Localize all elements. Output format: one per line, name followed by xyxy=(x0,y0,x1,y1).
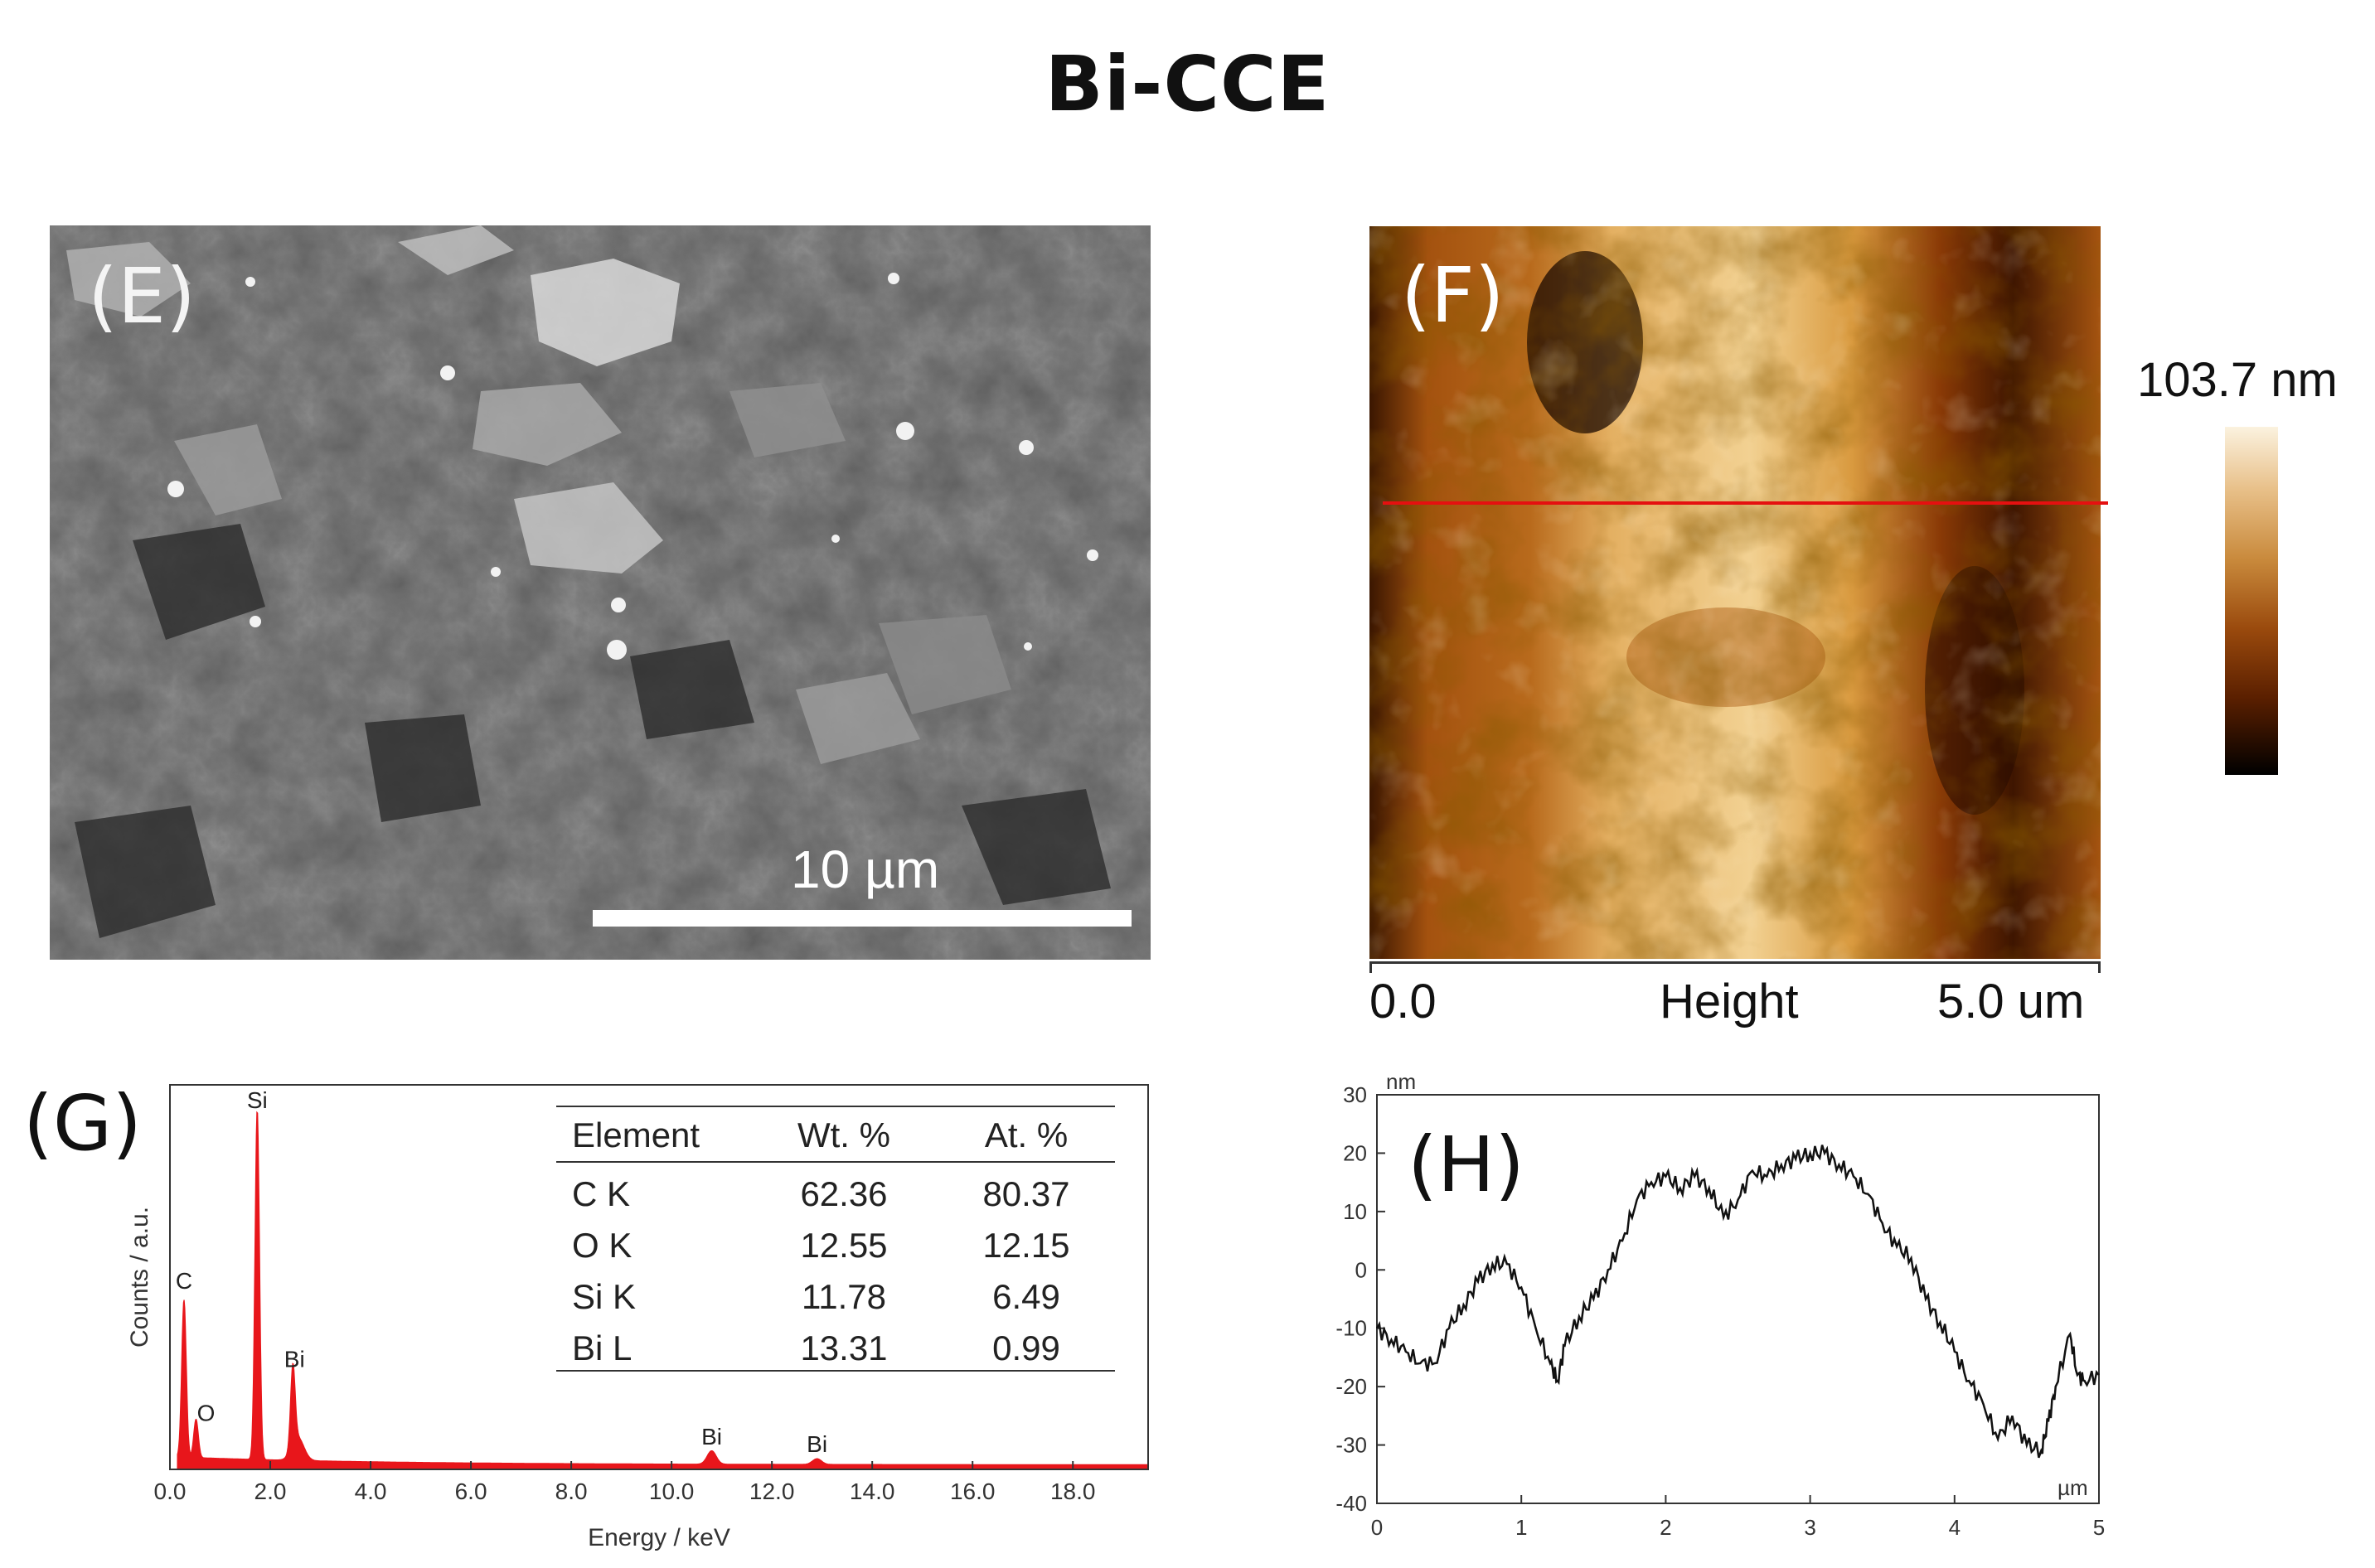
composition-table: Element Wt. % At. % C K 62.36 80.37 O K 12.55 12… xyxy=(556,1106,1115,1372)
eds-plot-frame xyxy=(169,1084,1149,1470)
eds-x-tick-label: 2.0 xyxy=(254,1478,287,1504)
table-cell: 11.78 xyxy=(802,1277,886,1316)
profile-y-tick-label: -40 xyxy=(1335,1491,1367,1516)
table-cell: O K xyxy=(572,1226,632,1265)
afm-height-map: (F) xyxy=(1369,226,2101,959)
profile-series-line xyxy=(1375,1145,2100,1459)
table-cell: 13.31 xyxy=(800,1328,887,1367)
colorbar xyxy=(2225,427,2278,775)
table-cell: 80.37 xyxy=(982,1174,1069,1213)
afm-axis-center-label: Height xyxy=(1660,975,1799,1028)
profile-x-tick-label: 1 xyxy=(1515,1515,1527,1540)
profile-x-tick-label: 2 xyxy=(1660,1515,1671,1540)
eds-spectrum-area xyxy=(177,1111,1149,1470)
sem-texture xyxy=(50,225,1151,960)
table-cell: C K xyxy=(572,1174,630,1213)
eds-x-tick-label: 12.0 xyxy=(749,1478,795,1504)
eds-x-tick-label: 6.0 xyxy=(455,1478,487,1504)
profile-x-tick-label: 5 xyxy=(2093,1515,2105,1540)
profile-x-tick-label: 4 xyxy=(1949,1515,1961,1540)
afm-scale-axis xyxy=(1369,961,2101,964)
table-cell: 12.55 xyxy=(800,1226,887,1265)
afm-axis-left-label: 0.0 xyxy=(1369,975,1437,1028)
panel-label-f: (F) xyxy=(1401,251,1505,340)
figure-title: Bi-CCE xyxy=(1045,40,1330,128)
profile-y-tick-label: 10 xyxy=(1343,1199,1367,1224)
afm-axis-right-label: 5.0 um xyxy=(1937,975,2085,1028)
table-cell: 6.49 xyxy=(992,1277,1060,1316)
table-cell: 62.36 xyxy=(800,1174,887,1213)
eds-x-tick-label: 10.0 xyxy=(649,1478,695,1504)
afm-axis-tick xyxy=(1369,961,1372,973)
eds-peak-label: Bi xyxy=(701,1424,722,1449)
profile-line xyxy=(1383,501,2108,505)
eds-peak-label: O xyxy=(197,1401,216,1426)
eds-x-axis-label: Energy / keV xyxy=(588,1524,730,1551)
eds-peak-label: Bi xyxy=(284,1347,305,1372)
table-cell: 0.99 xyxy=(992,1328,1060,1367)
profile-y-tick-label: 30 xyxy=(1343,1082,1367,1107)
eds-x-tick-label: 18.0 xyxy=(1050,1478,1096,1504)
eds-y-axis-label: Counts / a.u. xyxy=(126,1207,153,1348)
table-header-cell: At. % xyxy=(985,1116,1068,1154)
profile-x-tick-label: 0 xyxy=(1371,1515,1383,1540)
panel-label-e: (E) xyxy=(88,252,196,341)
panel-label-g: (G) xyxy=(23,1079,143,1168)
eds-peak-label: C xyxy=(176,1268,192,1294)
eds-peak-label: Si xyxy=(247,1087,268,1113)
colorbar-max-label: 103.7 nm xyxy=(2137,353,2338,407)
eds-x-tick-label: 4.0 xyxy=(355,1478,387,1504)
eds-spectrum-chart: C O Si Bi Bi Bi 0.0 2.0 4.0 6.0 8.0 10.0 12.0 14.0 16… xyxy=(126,1084,1149,1551)
eds-peak-label: Bi xyxy=(807,1431,827,1457)
profile-y-tick-label: 20 xyxy=(1343,1140,1367,1165)
table-cell: Si K xyxy=(572,1277,636,1316)
profile-y-tick-label: -20 xyxy=(1335,1374,1367,1399)
profile-plot-frame xyxy=(1376,1094,2100,1504)
eds-x-tick-label: 16.0 xyxy=(950,1478,996,1504)
afm-axis-tick xyxy=(2098,961,2101,973)
table-header-cell: Element xyxy=(572,1116,700,1154)
profile-y-unit: nm xyxy=(1386,1069,1416,1094)
scale-bar xyxy=(593,910,1132,927)
profile-x-unit: µm xyxy=(2058,1475,2088,1500)
profile-y-tick-label: -30 xyxy=(1335,1433,1367,1458)
eds-x-tick-label: 14.0 xyxy=(850,1478,895,1504)
profile-y-tick-label: -10 xyxy=(1335,1316,1367,1341)
profile-x-tick-label: 3 xyxy=(1804,1515,1815,1540)
profile-y-tick-label: 0 xyxy=(1355,1257,1367,1282)
eds-x-tick-label: 8.0 xyxy=(555,1478,588,1504)
table-cell: 12.15 xyxy=(982,1226,1069,1265)
afm-texture xyxy=(1369,226,2101,959)
table-cell: Bi L xyxy=(572,1328,632,1367)
eds-x-tick-label: 0.0 xyxy=(154,1478,187,1504)
sem-micrograph: (E) 10 µm xyxy=(50,225,1151,960)
table-header-cell: Wt. % xyxy=(797,1116,890,1154)
panel-label-h: (H) xyxy=(1408,1120,1524,1209)
scale-bar-label: 10 µm xyxy=(791,840,940,899)
